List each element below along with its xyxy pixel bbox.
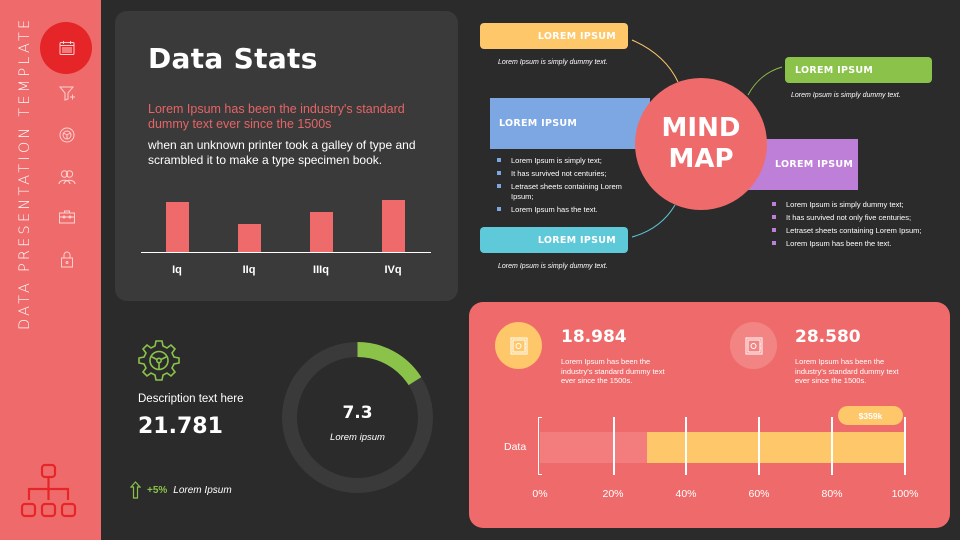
stats-body: when an unknown printer took a galley of… xyxy=(148,138,416,167)
bar-label: Iq xyxy=(172,264,182,276)
stats-title: Data Stats xyxy=(148,42,318,75)
donut-value: 7.3 xyxy=(342,403,373,423)
users-icon xyxy=(58,170,76,185)
bar-q4 xyxy=(382,200,405,253)
center-line2: MAP xyxy=(668,144,734,174)
stats-subtitle: Lorem Ipsum has been the industry's stan… xyxy=(148,102,405,131)
progress-label: Data xyxy=(504,441,527,453)
list-item: Lorem Ipsum is simply dummy text; xyxy=(772,200,942,210)
node-label: LOREM IPSUM xyxy=(537,30,616,42)
trend-label: Lorem Ipsum xyxy=(173,484,232,496)
gridline xyxy=(613,417,615,475)
blue-node-list: Lorem Ipsum is simply text; It has survi… xyxy=(497,156,627,218)
trend-indicator: +5% Lorem Ipsum xyxy=(130,481,232,499)
purple-node-list: Lorem Ipsum is simply dummy text; It has… xyxy=(772,200,942,252)
center-line1: MIND xyxy=(661,113,741,143)
kpi-icon-2 xyxy=(730,322,777,369)
mindmap-center[interactable]: MIND MAP xyxy=(635,78,767,210)
sidebar: DATA PRESENTATION TEMPLATE xyxy=(0,0,101,540)
node-label: LOREM IPSUM xyxy=(499,118,578,129)
bar-q2 xyxy=(238,224,261,253)
tick-label: 100% xyxy=(891,488,919,500)
sidebar-title: DATA PRESENTATION TEMPLATE xyxy=(17,16,33,330)
bar-q3 xyxy=(310,212,333,253)
kpi-value-2: 28.580 xyxy=(795,327,861,347)
node-note: Lorem Ipsum is simply dummy text. xyxy=(791,92,901,99)
gridline xyxy=(685,417,687,475)
arrow-up-icon xyxy=(130,481,141,499)
trend-percent: +5% xyxy=(147,484,168,496)
list-item: Lorem Ipsum has the text. xyxy=(497,205,627,215)
briefcase-icon xyxy=(59,210,75,224)
list-item: It has survived not centuries; xyxy=(497,169,627,179)
gridline xyxy=(831,417,833,475)
kpi-desc-1: Lorem Ipsum has been the industry's stan… xyxy=(561,357,665,385)
gear-steering-icon xyxy=(59,127,75,143)
tick-label: 80% xyxy=(821,488,843,500)
lock-icon xyxy=(61,251,73,268)
progress-badge: $359k xyxy=(838,406,903,425)
nav-item-filter[interactable] xyxy=(54,80,80,106)
gear-steering-icon xyxy=(138,340,180,381)
list-item: Letraset sheets containing Lorem Ipsum; xyxy=(497,182,627,202)
progress-axis xyxy=(538,417,542,475)
metric-description: Description text here xyxy=(138,393,244,405)
kpi-desc-2: Lorem Ipsum has been the industry's stan… xyxy=(795,357,899,385)
quarterly-bar-chart: Iq IIq IIIq IVq xyxy=(141,200,431,286)
gridline xyxy=(904,417,906,475)
x-axis xyxy=(141,251,431,253)
safe-icon xyxy=(510,337,527,354)
tick-label: 0% xyxy=(532,488,548,500)
bar-q1 xyxy=(166,202,189,253)
list-item: Lorem Ipsum is simply text; xyxy=(497,156,627,166)
nav-item-users[interactable] xyxy=(54,164,80,190)
nav-item-lock[interactable] xyxy=(54,246,80,272)
tick-label: 40% xyxy=(675,488,697,500)
node-label: LOREM IPSUM xyxy=(775,159,854,170)
bar-label: IIq xyxy=(242,264,256,276)
mindmap-node-green[interactable]: LOREM IPSUM xyxy=(785,57,932,83)
mindmap-connectors xyxy=(631,39,783,238)
tick-label: 20% xyxy=(602,488,624,500)
progress-fill-segment xyxy=(647,432,904,463)
filter-add-icon xyxy=(58,86,75,101)
donut-chart xyxy=(282,342,433,493)
list-item: Lorem Ipsum has been the text. xyxy=(772,239,942,249)
metric-value: 21.781 xyxy=(138,414,223,439)
bar-label: IVq xyxy=(384,264,402,276)
progress-background-segment xyxy=(540,432,648,463)
mindmap-node-cyan[interactable]: LOREM IPSUM xyxy=(480,227,628,253)
donut-label: Lorem ipsum xyxy=(330,432,385,443)
list-item: It has survived not only five centuries; xyxy=(772,213,942,223)
safe-icon xyxy=(745,337,762,354)
data-stats-card: Data Stats Lorem Ipsum has been the indu… xyxy=(115,11,458,301)
nav-item-briefcase[interactable] xyxy=(54,204,80,230)
org-chart-icon xyxy=(20,463,77,518)
calendar-icon xyxy=(59,41,75,55)
node-label: LOREM IPSUM xyxy=(795,64,874,76)
node-note: Lorem Ipsum is simply dummy text. xyxy=(498,59,608,66)
nav-item-settings[interactable] xyxy=(54,122,80,148)
nav-item-calendar[interactable] xyxy=(54,35,80,61)
gridline xyxy=(758,417,760,475)
kpi-value-1: 18.984 xyxy=(561,327,627,347)
list-item: Letraset sheets containing Lorem Ipsum; xyxy=(772,226,942,236)
mindmap-node-blue[interactable]: LOREM IPSUM xyxy=(490,98,650,149)
mindmap-node-yellow[interactable]: LOREM IPSUM xyxy=(480,23,628,49)
kpi-icon-1 xyxy=(495,322,542,369)
node-note: Lorem Ipsum is simply dummy text. xyxy=(498,263,608,270)
node-label: LOREM IPSUM xyxy=(537,234,616,246)
bar-label: IIIq xyxy=(313,264,329,276)
tick-label: 60% xyxy=(748,488,770,500)
